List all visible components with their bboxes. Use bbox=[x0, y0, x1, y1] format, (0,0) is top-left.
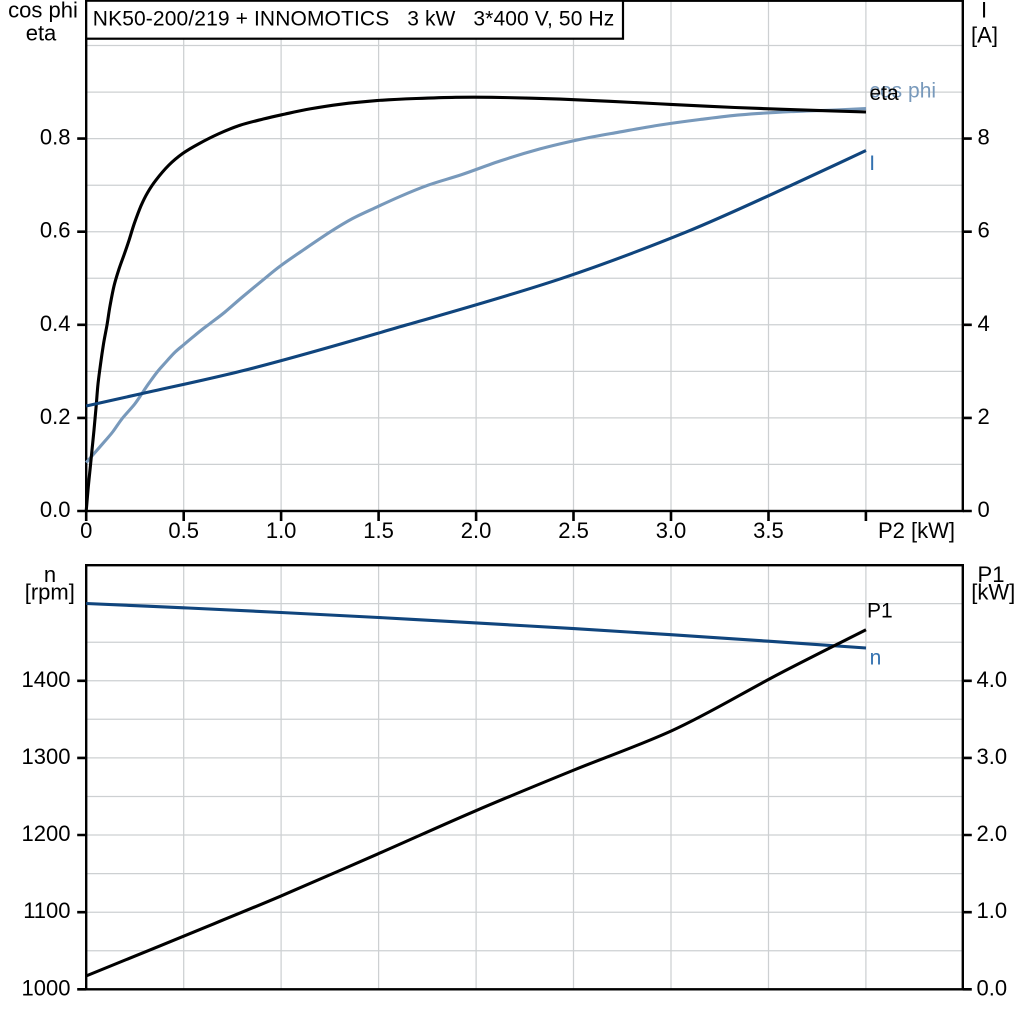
svg-text:0.2: 0.2 bbox=[40, 404, 71, 429]
svg-text:[rpm]: [rpm] bbox=[25, 580, 75, 605]
svg-text:1400: 1400 bbox=[22, 667, 71, 692]
svg-text:P1: P1 bbox=[978, 562, 1005, 587]
svg-text:0: 0 bbox=[80, 518, 92, 543]
svg-text:1.0: 1.0 bbox=[977, 898, 1008, 923]
svg-text:0.0: 0.0 bbox=[40, 497, 71, 522]
svg-text:I: I bbox=[869, 152, 875, 175]
svg-text:0.5: 0.5 bbox=[168, 518, 199, 543]
svg-text:1.0: 1.0 bbox=[266, 518, 297, 543]
svg-text:n: n bbox=[870, 647, 882, 670]
svg-text:4: 4 bbox=[978, 311, 990, 336]
svg-text:[A]: [A] bbox=[971, 23, 998, 48]
svg-text:1300: 1300 bbox=[22, 744, 71, 769]
svg-text:P1: P1 bbox=[867, 599, 893, 622]
svg-text:NK50-200/219 + INNOMOTICS 3: NK50-200/219 + INNOMOTICS 3 kW 3*400 V, … bbox=[93, 7, 615, 30]
svg-text:[kW]: [kW] bbox=[971, 580, 1015, 605]
svg-text:cos phi: cos phi bbox=[870, 79, 937, 102]
svg-text:I: I bbox=[981, 0, 987, 23]
svg-text:1.5: 1.5 bbox=[363, 518, 394, 543]
svg-text:3.0: 3.0 bbox=[656, 518, 687, 543]
svg-text:3.5: 3.5 bbox=[753, 518, 784, 543]
svg-text:0.6: 0.6 bbox=[40, 218, 71, 243]
svg-text:P2 [kW]: P2 [kW] bbox=[878, 518, 955, 543]
svg-text:cos phi: cos phi bbox=[8, 0, 78, 23]
svg-text:4.0: 4.0 bbox=[977, 667, 1008, 692]
svg-text:2.0: 2.0 bbox=[461, 518, 492, 543]
svg-text:0: 0 bbox=[978, 497, 990, 522]
svg-text:0.4: 0.4 bbox=[40, 311, 71, 336]
svg-text:6: 6 bbox=[978, 218, 990, 243]
svg-text:2.5: 2.5 bbox=[558, 518, 589, 543]
svg-text:8: 8 bbox=[978, 125, 990, 150]
svg-text:0.8: 0.8 bbox=[40, 125, 71, 150]
svg-text:1000: 1000 bbox=[22, 975, 71, 1000]
svg-text:2.0: 2.0 bbox=[977, 821, 1008, 846]
svg-text:eta: eta bbox=[26, 21, 57, 46]
svg-text:1100: 1100 bbox=[23, 898, 70, 923]
svg-text:eta: eta bbox=[870, 82, 900, 105]
svg-text:1200: 1200 bbox=[22, 821, 71, 846]
svg-text:3.0: 3.0 bbox=[977, 744, 1008, 769]
svg-text:0.0: 0.0 bbox=[977, 975, 1008, 1000]
svg-text:n: n bbox=[44, 562, 56, 587]
svg-text:2: 2 bbox=[978, 404, 990, 429]
